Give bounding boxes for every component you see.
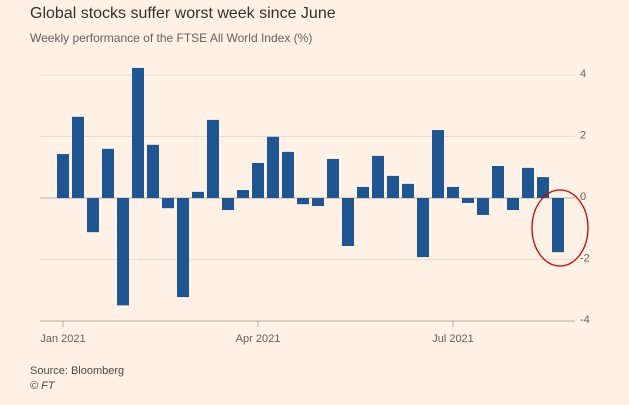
highlight-circle	[531, 189, 589, 267]
x-tick-label: Jan 2021	[40, 333, 85, 345]
bar	[357, 186, 369, 199]
bar	[87, 198, 99, 233]
bar	[552, 198, 564, 253]
bar	[252, 162, 264, 199]
bar	[72, 116, 84, 199]
bar	[312, 198, 324, 207]
y-tick-label: 4	[580, 68, 586, 80]
y-tick-label: -2	[580, 252, 590, 264]
bar	[282, 151, 294, 199]
bar	[267, 136, 279, 199]
bar	[207, 119, 219, 199]
bar	[102, 148, 114, 199]
bar	[477, 198, 489, 215]
bar	[432, 130, 444, 199]
bar	[492, 166, 504, 199]
bar	[297, 198, 309, 205]
x-tick-label: Jul 2021	[432, 333, 474, 345]
bar	[237, 190, 249, 199]
bar	[387, 175, 399, 199]
chart-subtitle: Weekly performance of the FTSE All World…	[30, 31, 312, 45]
bar	[402, 183, 414, 199]
bar	[147, 144, 159, 199]
bar	[57, 154, 69, 199]
source: Source: Bloomberg	[30, 365, 124, 377]
bar	[372, 155, 384, 199]
bar	[132, 67, 144, 199]
bar	[222, 198, 234, 211]
x-tick-label: Apr 2021	[236, 333, 281, 345]
y-tick-label: -4	[580, 314, 590, 326]
bar	[447, 186, 459, 199]
bar	[117, 198, 129, 306]
bar	[177, 198, 189, 298]
bar	[162, 198, 174, 209]
bar	[507, 198, 519, 211]
credit: © FT	[30, 380, 56, 392]
bar	[342, 198, 354, 247]
bar	[462, 198, 474, 203]
bar	[537, 177, 549, 199]
chart-title: Global stocks suffer worst week since Ju…	[30, 5, 336, 22]
y-tick-label: 0	[580, 191, 586, 203]
bar	[192, 191, 204, 199]
bar	[417, 198, 429, 258]
bar	[327, 158, 339, 199]
y-tick-label: 2	[580, 129, 586, 141]
bar	[522, 167, 534, 199]
